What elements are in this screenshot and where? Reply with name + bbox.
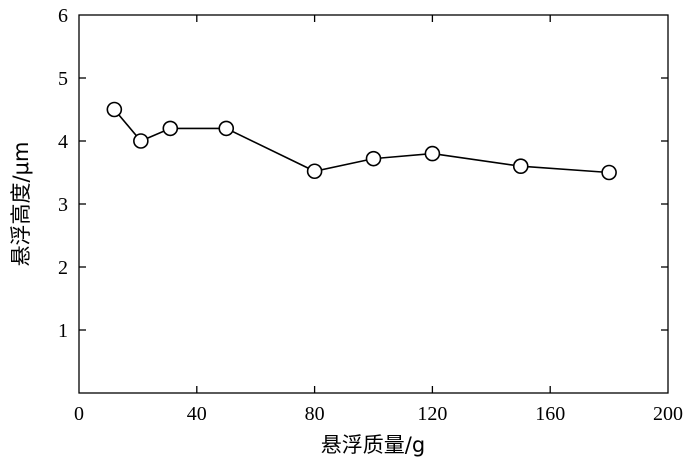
- y-tick-label: 2: [58, 257, 68, 279]
- y-tick-label: 3: [58, 194, 68, 216]
- x-tick-label: 40: [187, 403, 207, 425]
- y-tick-label: 4: [58, 131, 68, 153]
- series-layer: [106, 101, 617, 181]
- data-point: [365, 150, 382, 167]
- tick-labels: 0 40 80 120 160 200 1 2 3 4 5 6: [58, 5, 683, 425]
- data-point: [133, 133, 149, 149]
- x-tick-label: 160: [535, 403, 565, 425]
- data-point: [218, 120, 235, 137]
- data-point: [424, 145, 441, 162]
- data-point: [512, 158, 529, 174]
- plot-frame: [78, 14, 669, 394]
- data-point: [601, 164, 617, 181]
- data-point: [306, 163, 323, 180]
- series-line-0: [113, 108, 610, 174]
- data-point: [162, 120, 179, 137]
- x-tick-label: 120: [417, 403, 447, 425]
- y-tick-label: 1: [58, 320, 68, 342]
- x-tick-label: 0: [74, 403, 84, 425]
- x-tick-label: 80: [305, 403, 325, 425]
- axis-ticks: [79, 15, 668, 393]
- x-axis-label: 悬浮质量/g: [321, 433, 425, 457]
- y-axis-label: 悬浮高度/μm: [9, 142, 33, 267]
- y-tick-label: 5: [58, 68, 68, 90]
- data-point: [106, 101, 123, 118]
- y-tick-label: 6: [58, 5, 68, 27]
- x-tick-label: 200: [653, 403, 683, 425]
